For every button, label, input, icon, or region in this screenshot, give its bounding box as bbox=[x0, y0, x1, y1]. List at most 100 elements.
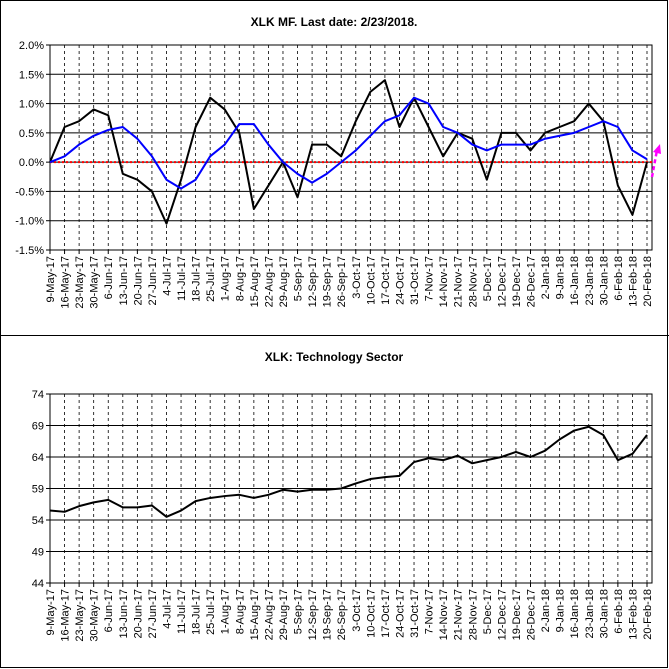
x-tick-label: 29-Aug-17 bbox=[278, 256, 290, 307]
y-tick-label: 1.0% bbox=[19, 99, 44, 111]
x-tick-label: 20-Jun-17 bbox=[132, 589, 144, 639]
x-tick-label: 16-May-17 bbox=[60, 256, 72, 309]
x-tick-label: 6-Feb-18 bbox=[613, 256, 625, 301]
x-tick-label: 9-Jan-18 bbox=[555, 589, 567, 632]
x-tick-label: 24-Oct-17 bbox=[394, 589, 406, 638]
y-tick-label: 49 bbox=[32, 547, 44, 559]
x-tick-label: 16-May-17 bbox=[60, 589, 72, 642]
x-tick-label: 21-Nov-17 bbox=[453, 589, 465, 640]
x-tick-label: 20-Feb-18 bbox=[642, 256, 654, 307]
x-tick-label: 24-Oct-17 bbox=[394, 256, 406, 305]
chart-title: XLK: Technology Sector bbox=[265, 350, 404, 364]
plots: 9-May-17 16-May-17 23-May-17 30-May-17 6-Jun… bbox=[15, 40, 654, 642]
series-line bbox=[49, 96, 648, 190]
x-tick-label: 9-May-17 bbox=[45, 589, 57, 635]
x-tick-label: 12-Dec-17 bbox=[496, 589, 508, 640]
x-tick-label: 29-Aug-17 bbox=[278, 589, 290, 640]
x-tick-label: 26-Dec-17 bbox=[526, 589, 538, 640]
x-tick-label: 8-Aug-17 bbox=[234, 589, 246, 634]
x-tick-label: 13-Jun-17 bbox=[118, 589, 130, 639]
x-tick-label: 9-Jan-18 bbox=[555, 256, 567, 299]
y-tick-label: 0.5% bbox=[19, 128, 44, 140]
x-tick-label: 4-Jul-17 bbox=[161, 256, 173, 296]
x-tick-label: 20-Feb-18 bbox=[642, 589, 654, 640]
x-tick-label: 28-Nov-17 bbox=[467, 589, 479, 640]
x-tick-label: 3-Oct-17 bbox=[351, 589, 363, 632]
x-tick-label: 23-Jan-18 bbox=[584, 256, 596, 306]
x-tick-label: 3-Oct-17 bbox=[351, 256, 363, 299]
x-tick-label: 19-Dec-17 bbox=[511, 589, 523, 640]
x-tick-label: 8-Aug-17 bbox=[234, 256, 246, 301]
x-tick-label: 18-Jul-17 bbox=[191, 589, 203, 635]
x-tick-label: 17-Oct-17 bbox=[380, 256, 392, 305]
x-tick-label: 11-Jul-17 bbox=[176, 589, 188, 634]
x-tick-label: 1-Aug-17 bbox=[220, 589, 232, 634]
x-tick-label: 30-May-17 bbox=[89, 256, 101, 309]
x-tick-label: 23-May-17 bbox=[74, 589, 86, 642]
x-tick-label: 6-Jun-17 bbox=[103, 589, 115, 632]
x-tick-label: 21-Nov-17 bbox=[453, 256, 465, 307]
x-tick-label: 12-Sep-17 bbox=[307, 256, 319, 307]
x-tick-label: 9-May-17 bbox=[45, 256, 57, 302]
y-tick-label: 1.5% bbox=[19, 69, 44, 81]
x-tick-label: 6-Feb-18 bbox=[613, 589, 625, 634]
y-tick-label: 2.0% bbox=[19, 40, 44, 52]
x-tick-label: 19-Dec-17 bbox=[511, 256, 523, 307]
y-tick-label: 74 bbox=[32, 389, 44, 401]
x-tick-label: 22-Aug-17 bbox=[263, 589, 275, 640]
x-tick-label: 15-Aug-17 bbox=[249, 256, 261, 307]
x-tick-label: 14-Nov-17 bbox=[438, 589, 450, 640]
x-tick-label: 10-Oct-17 bbox=[365, 589, 377, 638]
x-tick-label: 5-Dec-17 bbox=[482, 589, 494, 634]
x-tick-label: 10-Oct-17 bbox=[365, 256, 377, 305]
arrow bbox=[650, 144, 661, 178]
x-tick-label: 30-Jan-18 bbox=[598, 589, 610, 639]
x-tick-label: 16-Jan-18 bbox=[569, 256, 581, 306]
y-tick-label: 64 bbox=[32, 452, 44, 464]
chart-title: XLK MF. Last date: 2/23/2018. bbox=[251, 15, 418, 29]
x-tick-label: 12-Dec-17 bbox=[496, 256, 508, 307]
x-tick-label: 4-Jul-17 bbox=[161, 589, 173, 629]
series-line bbox=[49, 425, 648, 518]
x-tick-label: 18-Jul-17 bbox=[191, 256, 203, 302]
x-tick-label: 23-May-17 bbox=[74, 256, 86, 309]
x-tick-label: 31-Oct-17 bbox=[409, 589, 421, 638]
x-tick-label: 13-Jun-17 bbox=[118, 256, 130, 306]
x-tick-label: 15-Aug-17 bbox=[249, 589, 261, 640]
x-tick-label: 26-Dec-17 bbox=[526, 256, 538, 307]
x-tick-label: 5-Dec-17 bbox=[482, 256, 494, 301]
x-tick-label: 28-Nov-17 bbox=[467, 256, 479, 307]
y-tick-label: 0.0% bbox=[19, 157, 44, 169]
x-tick-label: 27-Jun-17 bbox=[147, 256, 159, 306]
y-tick-label: -1.5% bbox=[15, 245, 44, 257]
x-tick-label: 5-Sep-17 bbox=[293, 589, 305, 634]
x-tick-label: 30-Jan-18 bbox=[598, 256, 610, 306]
x-tick-label: 22-Aug-17 bbox=[263, 256, 275, 307]
x-tick-label: 27-Jun-17 bbox=[147, 589, 159, 639]
x-tick-label: 7-Nov-17 bbox=[424, 589, 436, 634]
plot-area bbox=[49, 44, 653, 251]
x-tick-label: 26-Sep-17 bbox=[336, 256, 348, 307]
x-tick-label: 14-Nov-17 bbox=[438, 256, 450, 307]
x-tick-label: 16-Jan-18 bbox=[569, 589, 581, 639]
x-tick-label: 19-Sep-17 bbox=[322, 256, 334, 307]
x-tick-label: 2-Jan-18 bbox=[540, 589, 552, 632]
x-tick-label: 13-Feb-18 bbox=[627, 589, 639, 640]
x-tick-label: 25-Jul-17 bbox=[205, 589, 217, 635]
y-tick-label: 44 bbox=[32, 578, 44, 590]
y-tick-label: 54 bbox=[32, 515, 44, 527]
y-tick-label: -0.5% bbox=[15, 186, 44, 198]
x-tick-label: 26-Sep-17 bbox=[336, 589, 348, 640]
x-tick-label: 12-Sep-17 bbox=[307, 589, 319, 640]
x-tick-label: 23-Jan-18 bbox=[584, 589, 596, 639]
y-tick-label: 59 bbox=[32, 484, 44, 496]
x-tick-label: 25-Jul-17 bbox=[205, 256, 217, 302]
x-tick-label: 30-May-17 bbox=[89, 589, 101, 642]
x-tick-label: 6-Jun-17 bbox=[103, 256, 115, 299]
x-tick-label: 17-Oct-17 bbox=[380, 589, 392, 638]
x-tick-label: 20-Jun-17 bbox=[132, 256, 144, 306]
x-tick-label: 2-Jan-18 bbox=[540, 256, 552, 299]
x-tick-label: 19-Sep-17 bbox=[322, 589, 334, 640]
x-tick-label: 1-Aug-17 bbox=[220, 256, 232, 301]
